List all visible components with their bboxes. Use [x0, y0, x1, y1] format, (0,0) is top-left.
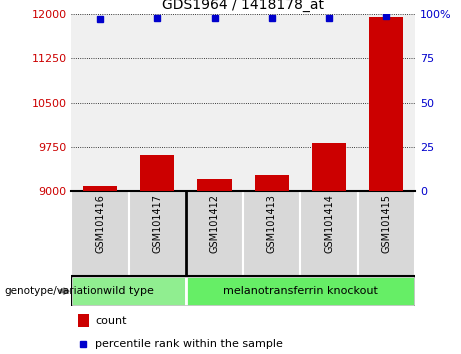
Bar [186, 191, 243, 276]
Title: GDS1964 / 1418178_at: GDS1964 / 1418178_at [162, 0, 324, 12]
Text: percentile rank within the sample: percentile rank within the sample [95, 339, 284, 349]
Bar [140, 155, 174, 191]
Text: count: count [95, 316, 127, 326]
Text: GSM101414: GSM101414 [324, 194, 334, 253]
Bar [369, 17, 403, 191]
Bar [71, 276, 186, 306]
Bar [358, 191, 415, 276]
Text: GSM101416: GSM101416 [95, 194, 105, 253]
Bar [254, 175, 289, 191]
FancyArrow shape [60, 288, 69, 295]
Text: GSM101417: GSM101417 [152, 194, 162, 253]
Bar [186, 276, 415, 306]
Bar [129, 191, 186, 276]
Text: GSM101415: GSM101415 [381, 194, 391, 253]
Text: GSM101412: GSM101412 [210, 194, 219, 253]
Bar [197, 179, 232, 191]
Text: genotype/variation: genotype/variation [5, 286, 104, 296]
Bar [301, 191, 358, 276]
Bar [78, 314, 89, 327]
Bar [83, 187, 117, 191]
Bar [243, 191, 301, 276]
Bar [71, 191, 129, 276]
Text: wild type: wild type [103, 286, 154, 296]
Text: melanotransferrin knockout: melanotransferrin knockout [223, 286, 378, 296]
Bar [312, 143, 346, 191]
Text: GSM101413: GSM101413 [267, 194, 277, 253]
